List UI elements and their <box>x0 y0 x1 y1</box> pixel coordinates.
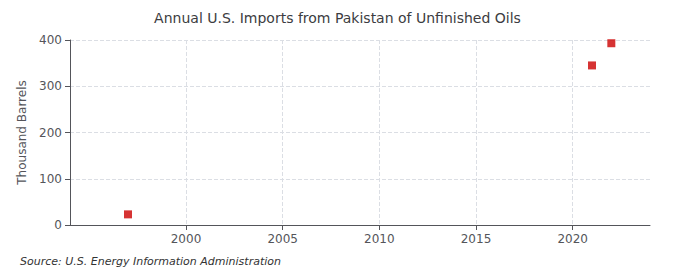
svg-text:200: 200 <box>39 126 62 140</box>
svg-text:0: 0 <box>54 218 62 232</box>
svg-text:2000: 2000 <box>171 232 202 246</box>
svg-text:2015: 2015 <box>461 232 492 246</box>
svg-text:400: 400 <box>39 33 62 47</box>
svg-text:2005: 2005 <box>267 232 298 246</box>
svg-text:100: 100 <box>39 172 62 186</box>
svg-text:Source: U.S. Energy Informatio: Source: U.S. Energy Information Administ… <box>20 255 281 268</box>
svg-text:2020: 2020 <box>557 232 588 246</box>
svg-text:Annual U.S. Imports from Pakis: Annual U.S. Imports from Pakistan of Unf… <box>154 10 521 26</box>
svg-text:Thousand Barrels: Thousand Barrels <box>15 80 29 185</box>
svg-text:2010: 2010 <box>364 232 395 246</box>
svg-text:300: 300 <box>39 79 62 93</box>
